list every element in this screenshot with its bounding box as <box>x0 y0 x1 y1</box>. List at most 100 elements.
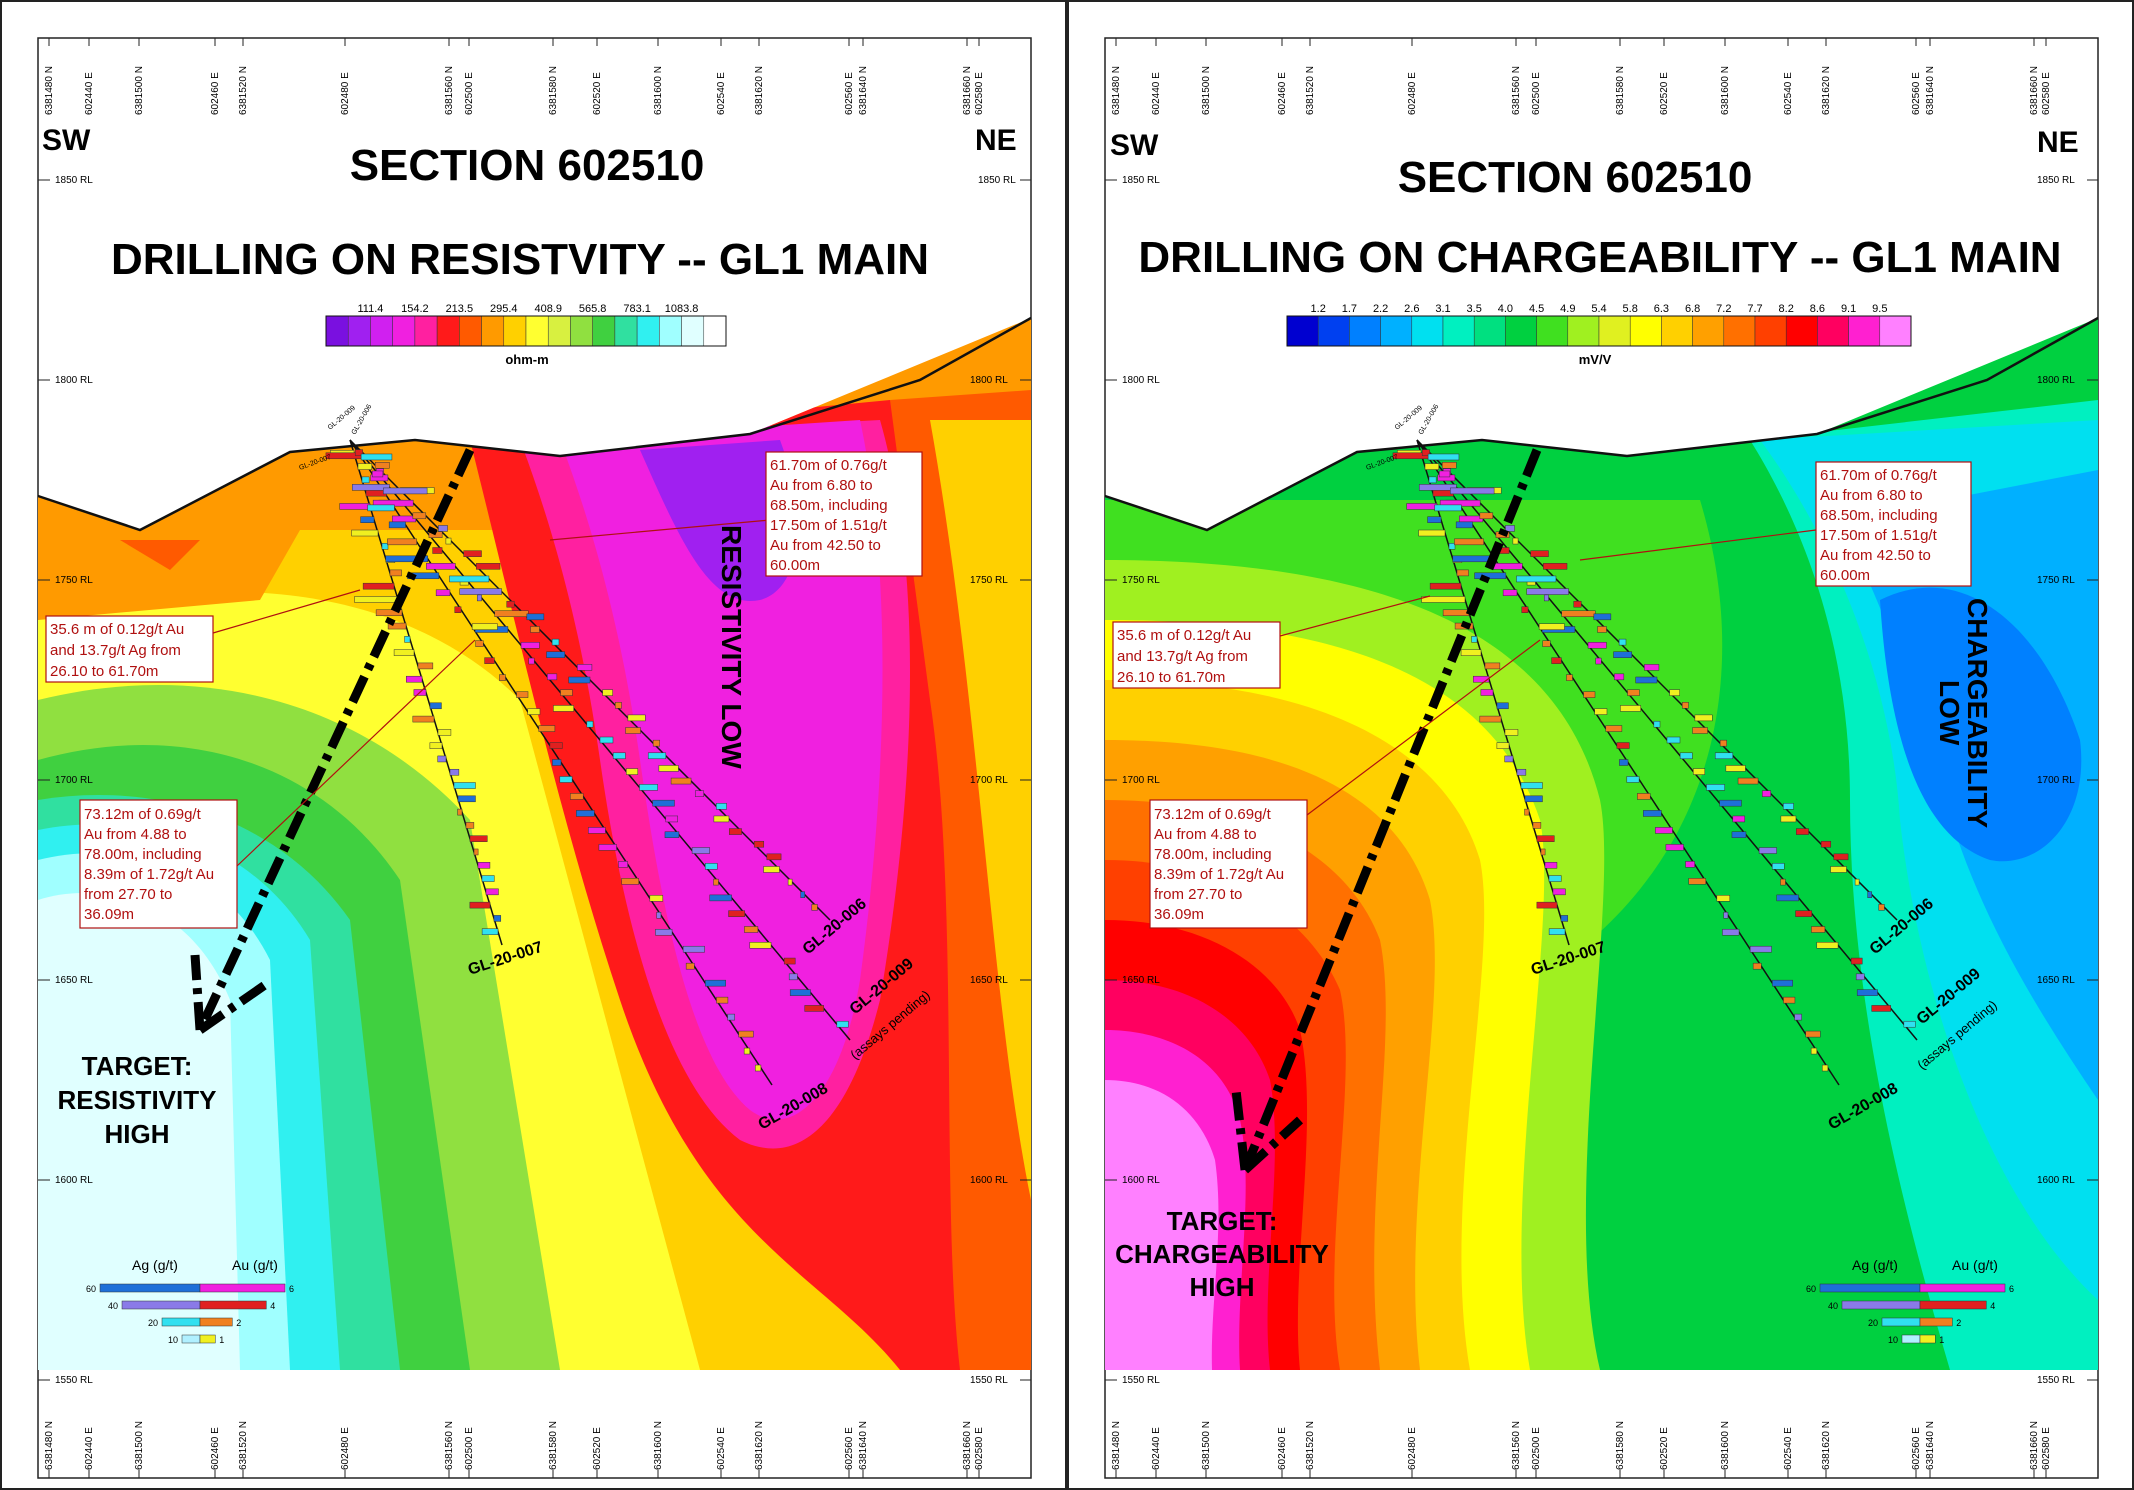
assay-bar <box>1856 989 1878 996</box>
legend-ag-value: 60 <box>86 1284 96 1294</box>
left-panel-frame <box>0 0 1067 1490</box>
topography-line <box>37 316 1032 532</box>
assay-bar <box>1496 702 1509 710</box>
assay-bar <box>1526 588 1569 595</box>
assay-bar <box>1512 537 1519 545</box>
assay-bar <box>459 588 502 595</box>
assay-bar <box>647 752 667 760</box>
scale-swatch <box>1286 315 1319 347</box>
assay-bar <box>716 996 729 1004</box>
assay-bar <box>412 512 427 520</box>
scale-tick-label: 783.1 <box>623 303 651 315</box>
legend-ag-bar <box>1901 1334 1921 1344</box>
legend-ag-bar <box>121 1300 201 1310</box>
assay-bar <box>1427 453 1460 461</box>
annotation-text: 8.39m of 1.72g/t Au <box>84 866 214 883</box>
assay-bar <box>360 516 375 523</box>
elev-label: 1550 RL <box>2037 1375 2075 1386</box>
annotation-text: 36.09m <box>84 906 134 923</box>
annotation-box-3: 73.12m of 0.69g/t Au from 4.88 to 78.00m… <box>79 639 476 929</box>
scale-swatch <box>1629 315 1662 347</box>
elevation-grid: 1850 RL 1850 RL 1800 RL 1800 RL 1750 RL … <box>1105 175 2098 1386</box>
coordinate-label: 602580 E <box>974 1427 985 1470</box>
annotation-text: 26.10 to 61.70m <box>50 663 158 680</box>
scale-swatch <box>525 315 549 347</box>
scale-swatch <box>570 315 593 347</box>
assay-bar <box>1878 904 1885 911</box>
assay-bar <box>1871 1005 1891 1012</box>
assay-bar <box>481 928 499 935</box>
assay-bar <box>371 470 384 478</box>
coordinate-label: 602440 E <box>84 1427 95 1470</box>
elev-label: 1550 RL <box>1122 1375 1160 1386</box>
assay-bar <box>800 891 805 898</box>
coordinate-label: 6381520 N <box>1305 66 1316 115</box>
legend-ag-value: 60 <box>1806 1284 1816 1294</box>
assay-bar <box>469 901 491 909</box>
assay-bar <box>351 529 379 537</box>
assay-bar <box>404 636 411 643</box>
coordinate-label: 602500 E <box>1531 1427 1542 1470</box>
chargeability-color-scale: 1.2 1.7 2.2 2.6 3.1 3.5 4.0 4.5 4.9 5.4 5.8 6.3 6.8 7… <box>1286 303 1912 347</box>
assay-bar <box>1543 563 1568 570</box>
assay-bar <box>1479 512 1494 520</box>
legend-ag-value: 40 <box>108 1301 118 1311</box>
assay-bar <box>1566 674 1573 681</box>
assay-bar <box>1626 776 1640 783</box>
anomaly-label: CHARGEABILITY <box>1962 598 1993 829</box>
scale-swatch <box>681 315 705 347</box>
coordinate-label: 6381500 N <box>134 1421 145 1470</box>
assay-bar <box>749 942 772 949</box>
assay-bar <box>1722 928 1740 936</box>
elev-label: 1650 RL <box>1122 975 1160 986</box>
legend-au-value: 2 <box>1956 1318 1961 1328</box>
scale-swatch <box>481 315 505 347</box>
scale-swatch <box>592 315 616 347</box>
assay-bar <box>1855 973 1865 981</box>
assay-bar <box>1850 957 1863 965</box>
assay-bar <box>367 504 395 512</box>
assay-bar <box>1637 793 1651 800</box>
assay-bar <box>1442 609 1470 617</box>
elev-label: 1700 RL <box>970 775 1008 786</box>
assay-bar <box>625 727 641 734</box>
annotation-box-2: 35.6 m of 0.12g/t Au and 13.7g/t Ag from… <box>45 589 361 683</box>
coordinate-label: 6381660 N <box>2029 1421 2040 1470</box>
assay-bar <box>1479 715 1502 723</box>
annotation-text: and 13.7g/t Ag from <box>1117 648 1248 665</box>
scale-swatch <box>1785 315 1818 347</box>
scale-swatch <box>459 315 482 347</box>
annotation-text: Au from 6.80 to <box>1820 487 1923 504</box>
target-label: CHARGEABILITY <box>1115 1239 1329 1269</box>
assay-bar <box>1551 657 1562 664</box>
coordinate-label: 6381600 N <box>653 1421 664 1470</box>
elev-label: 1600 RL <box>2037 1175 2075 1186</box>
annotation-text: Au from 42.50 to <box>1820 547 1931 564</box>
assay-bar <box>766 853 782 861</box>
coordinate-label: 6381520 N <box>238 66 249 115</box>
scale-tick-label: 408.9 <box>534 303 562 315</box>
elev-label: 1650 RL <box>2037 975 2075 986</box>
sw-direction-label: SW <box>1110 129 1159 162</box>
coordinate-label: 6381520 N <box>238 1421 249 1470</box>
scale-tick-label: 111.4 <box>357 303 383 315</box>
assay-bar <box>1854 878 1860 886</box>
assay-bar <box>836 1020 849 1028</box>
scale-swatch <box>1879 315 1912 347</box>
annotation-text: 35.6 m of 0.12g/t Au <box>1117 627 1251 644</box>
coordinate-label: 6381640 N <box>1925 1421 1936 1470</box>
scale-tick-label: 4.9 <box>1560 303 1575 315</box>
assay-bar <box>432 547 443 554</box>
scale-tick-label: 4.5 <box>1529 303 1544 315</box>
coordinate-label: 6381580 N <box>1615 66 1626 115</box>
assay-bar <box>649 895 664 902</box>
assay-bar <box>388 521 406 529</box>
annotation-text: 35.6 m of 0.12g/t Au <box>50 621 184 638</box>
assay-bar <box>538 725 556 732</box>
scale-tick-label: 2.2 <box>1373 303 1388 315</box>
assay-bar <box>811 904 818 911</box>
scale-swatch <box>1692 315 1725 347</box>
coordinate-label: 602520 E <box>1659 1427 1670 1470</box>
scale-tick-label: 7.7 <box>1747 303 1762 315</box>
scale-tick-label: 565.8 <box>579 303 607 315</box>
